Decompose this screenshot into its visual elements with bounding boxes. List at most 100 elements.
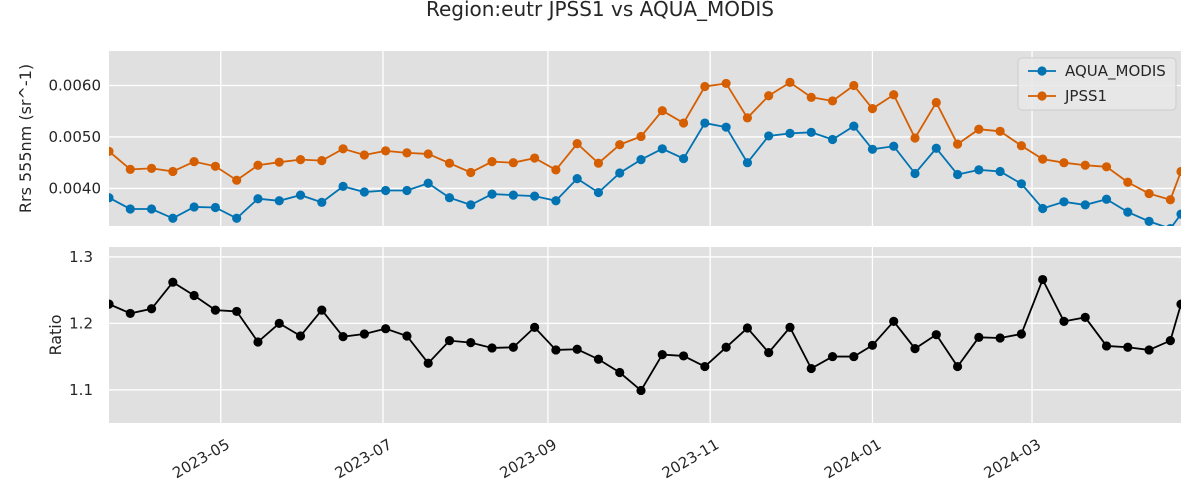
data-point (210, 161, 221, 171)
data-point (1059, 316, 1069, 326)
chart-title: Region:eutr JPSS1 vs AQUA_MODIS (426, 0, 774, 21)
x-tick-label: 2023-11 (659, 435, 722, 482)
data-point (636, 155, 646, 165)
legend-marker (1037, 91, 1047, 101)
data-point (295, 155, 306, 165)
data-point (764, 131, 774, 141)
data-point (125, 164, 135, 174)
data-point (423, 149, 433, 159)
data-point (1080, 200, 1090, 210)
data-point (1101, 194, 1112, 204)
data-point (466, 338, 476, 348)
data-point (849, 80, 859, 91)
data-point (657, 144, 667, 154)
data-point (995, 333, 1005, 343)
data-point (1144, 345, 1154, 355)
x-tick-label: 2023-05 (169, 435, 232, 482)
data-point (615, 367, 625, 378)
data-point (189, 202, 199, 212)
data-point (402, 331, 412, 341)
data-point (1176, 209, 1181, 219)
data-point (572, 139, 582, 149)
data-point (551, 165, 561, 175)
data-point (1080, 312, 1090, 322)
data-point (109, 299, 114, 309)
data-point (636, 385, 646, 396)
data-point (146, 304, 157, 314)
data-point (109, 146, 114, 156)
x-tick-label: 2024-01 (821, 435, 884, 482)
legend-label: AQUA_MODIS (1065, 62, 1166, 81)
data-point (253, 337, 263, 347)
data-point (317, 305, 327, 315)
data-point (974, 124, 984, 134)
data-point (466, 167, 476, 178)
data-point (721, 78, 731, 89)
data-point (1144, 188, 1154, 199)
data-point (995, 126, 1005, 136)
data-point (1176, 299, 1181, 309)
top-panel: 0.0040 0.0050 0.0060 Rrs 555nm (sr^-1) AQU… (16, 51, 1181, 226)
data-point (764, 348, 774, 358)
data-point (232, 175, 242, 185)
data-point (867, 340, 878, 350)
data-point (466, 200, 476, 210)
data-point (952, 169, 963, 180)
data-point (931, 143, 941, 153)
data-point (423, 178, 433, 188)
data-point (1101, 341, 1112, 351)
y-tick-label: 1.2 (69, 314, 93, 332)
data-point (1016, 141, 1026, 151)
data-point (274, 157, 284, 167)
series-line (109, 122, 1181, 226)
data-point (636, 131, 646, 142)
data-point (274, 196, 284, 206)
data-point (146, 204, 157, 214)
legend-item: AQUA_MODIS (1028, 62, 1166, 81)
data-point (508, 342, 518, 352)
data-point (952, 361, 963, 372)
data-point (764, 91, 774, 101)
data-point (974, 332, 984, 342)
data-point (530, 191, 540, 201)
series-ratio (109, 274, 1181, 396)
data-point (338, 144, 348, 154)
data-point (317, 197, 327, 207)
data-point (381, 324, 391, 334)
data-point (253, 194, 263, 204)
data-point (806, 92, 816, 102)
data-point (1165, 195, 1175, 205)
x-tick-labels: 2023-05 2023-07 2023-09 2023-11 2024-01 2024-… (169, 435, 1044, 482)
y-tick-label: 1.1 (69, 381, 93, 399)
data-point (1123, 207, 1133, 217)
data-point (508, 190, 518, 200)
data-point (402, 185, 412, 196)
data-point (232, 306, 242, 317)
data-point (827, 351, 838, 362)
legend-marker (1037, 66, 1047, 76)
data-point (359, 187, 369, 197)
data-point (910, 344, 920, 354)
data-point (338, 332, 348, 342)
data-point (1123, 177, 1133, 187)
legend-label: JPSS1 (1064, 87, 1107, 105)
data-point (402, 148, 412, 158)
y-tick-label: 0.0060 (49, 76, 102, 94)
data-point (593, 354, 604, 364)
data-point (742, 323, 753, 333)
data-point (338, 181, 348, 191)
y-tick-label: 1.3 (69, 248, 93, 266)
data-point (889, 316, 899, 326)
data-point (295, 190, 306, 200)
data-point (678, 351, 689, 361)
x-tick-label: 2023-09 (497, 435, 560, 482)
data-point (487, 189, 497, 199)
data-point (974, 165, 984, 175)
data-point (889, 90, 899, 100)
data-point (423, 358, 433, 368)
x-tick-label: 2023-07 (332, 435, 395, 482)
data-point (1123, 342, 1133, 352)
data-point (593, 158, 604, 168)
data-point (721, 122, 731, 132)
